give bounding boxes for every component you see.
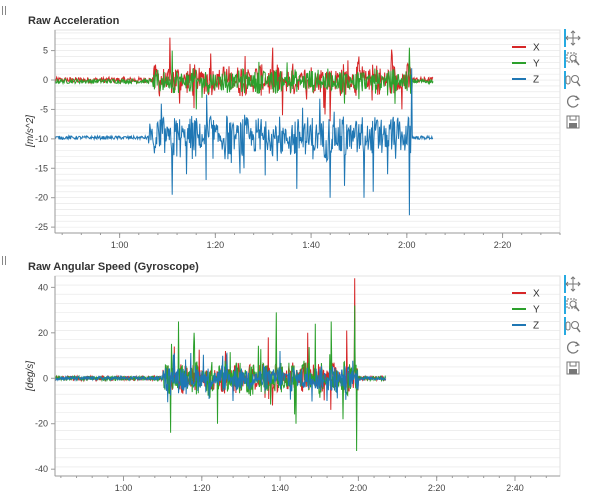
legend-label-z[interactable]: Z	[533, 75, 539, 86]
y-tick-label: -5	[40, 104, 48, 114]
series-group[interactable]	[55, 37, 434, 216]
y-axis-label: [m/s^2]	[25, 115, 36, 148]
save-icon[interactable]	[566, 361, 580, 375]
y-tick-label: -20	[35, 419, 48, 429]
series-group[interactable]	[55, 278, 387, 452]
y-tick-label: 40	[38, 282, 48, 292]
x-tick-label: 2:40	[506, 483, 524, 493]
raw-angular-speed-title: Raw Angular Speed (Gyroscope)	[28, 261, 199, 273]
series-line-z[interactable]	[55, 68, 434, 216]
legend-label-x[interactable]: X	[533, 289, 540, 300]
pan-icon[interactable]	[564, 29, 581, 47]
x-tick-label: 1:40	[302, 240, 320, 250]
x-tick-label: 2:20	[428, 483, 446, 493]
x-tick-label: 2:20	[494, 240, 512, 250]
legend-label-x[interactable]: X	[533, 43, 540, 54]
y-tick-label: 0	[43, 75, 48, 85]
y-axis: 5 0 -5 -10 -15 -20 -25	[35, 30, 56, 233]
x-axis: 1:00 1:20 1:40 2:00 2:20 2:40	[55, 475, 560, 493]
wheel-zoom-icon[interactable]	[564, 71, 581, 89]
y-tick-label: -15	[35, 163, 48, 173]
box-zoom-icon[interactable]	[564, 50, 580, 68]
legend[interactable]: XYZ	[512, 43, 540, 86]
raw-acceleration-plot: Raw Acceleration 1:00 1:20 1:40 2:00 2:20 5 0…	[25, 15, 561, 250]
y-axis-label: [deg/s]	[25, 361, 36, 392]
resize-handle-icon[interactable]	[2, 256, 6, 265]
x-tick-label: 1:40	[271, 483, 289, 493]
pan-icon[interactable]	[564, 275, 581, 293]
y-tick-label: 0	[43, 373, 48, 383]
legend-label-z[interactable]: Z	[533, 321, 539, 332]
x-tick-label: 2:00	[398, 240, 416, 250]
x-axis: 1:00 1:20 1:40 2:00 2:20	[55, 232, 561, 250]
toolbar[interactable]	[564, 29, 581, 129]
y-tick-label: -25	[35, 222, 48, 232]
x-tick-label: 2:00	[350, 483, 368, 493]
legend-label-y[interactable]: Y	[533, 305, 540, 316]
save-icon[interactable]	[566, 115, 580, 129]
raw-angular-speed-plot: Raw Angular Speed (Gyroscope) 1:00 1:20 1:…	[25, 261, 561, 493]
raw-acceleration-title: Raw Acceleration	[28, 15, 120, 27]
x-tick-label: 1:20	[207, 240, 225, 250]
y-tick-label: 20	[38, 328, 48, 338]
y-tick-label: 5	[43, 46, 48, 56]
legend[interactable]: XYZ	[512, 289, 540, 332]
legend-label-y[interactable]: Y	[533, 59, 540, 70]
x-tick-label: 1:00	[115, 483, 133, 493]
wheel-zoom-icon[interactable]	[564, 317, 581, 335]
reset-icon[interactable]	[566, 341, 580, 354]
y-axis: 40 20 0 -20 -40	[35, 276, 56, 476]
series-line-y[interactable]	[55, 47, 434, 110]
y-tick-label: -40	[35, 464, 48, 474]
x-tick-label: 1:00	[111, 240, 129, 250]
box-zoom-icon[interactable]	[564, 296, 580, 314]
series-line-z[interactable]	[55, 350, 387, 403]
y-tick-label: -10	[35, 134, 48, 144]
toolbar[interactable]	[564, 275, 581, 375]
x-tick-label: 1:20	[193, 483, 211, 493]
reset-icon[interactable]	[566, 95, 580, 108]
resize-handle-icon[interactable]	[2, 6, 6, 15]
y-tick-label: -20	[35, 193, 48, 203]
